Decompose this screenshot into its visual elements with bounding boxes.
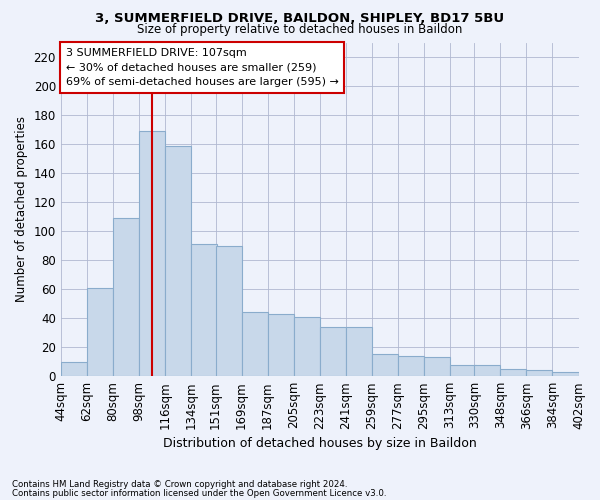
Bar	[450, 364, 476, 376]
Bar	[346, 327, 372, 376]
Bar	[526, 370, 553, 376]
Bar	[293, 316, 320, 376]
Bar	[87, 288, 113, 376]
Bar	[215, 246, 242, 376]
Bar	[398, 356, 424, 376]
Bar	[320, 327, 346, 376]
Text: Contains HM Land Registry data © Crown copyright and database right 2024.: Contains HM Land Registry data © Crown c…	[12, 480, 347, 489]
Bar	[372, 354, 398, 376]
X-axis label: Distribution of detached houses by size in Baildon: Distribution of detached houses by size …	[163, 437, 476, 450]
Bar	[165, 146, 191, 376]
Bar	[268, 314, 293, 376]
Y-axis label: Number of detached properties: Number of detached properties	[15, 116, 28, 302]
Bar	[500, 369, 526, 376]
Bar	[61, 362, 87, 376]
Text: Contains public sector information licensed under the Open Government Licence v3: Contains public sector information licen…	[12, 488, 386, 498]
Bar	[113, 218, 139, 376]
Text: Size of property relative to detached houses in Baildon: Size of property relative to detached ho…	[137, 22, 463, 36]
Text: 3, SUMMERFIELD DRIVE, BAILDON, SHIPLEY, BD17 5BU: 3, SUMMERFIELD DRIVE, BAILDON, SHIPLEY, …	[95, 12, 505, 26]
Bar	[191, 244, 217, 376]
Bar	[139, 131, 165, 376]
Bar	[553, 372, 578, 376]
Text: 3 SUMMERFIELD DRIVE: 107sqm
← 30% of detached houses are smaller (259)
69% of se: 3 SUMMERFIELD DRIVE: 107sqm ← 30% of det…	[66, 48, 339, 87]
Bar	[242, 312, 268, 376]
Bar	[424, 358, 450, 376]
Bar	[475, 364, 500, 376]
